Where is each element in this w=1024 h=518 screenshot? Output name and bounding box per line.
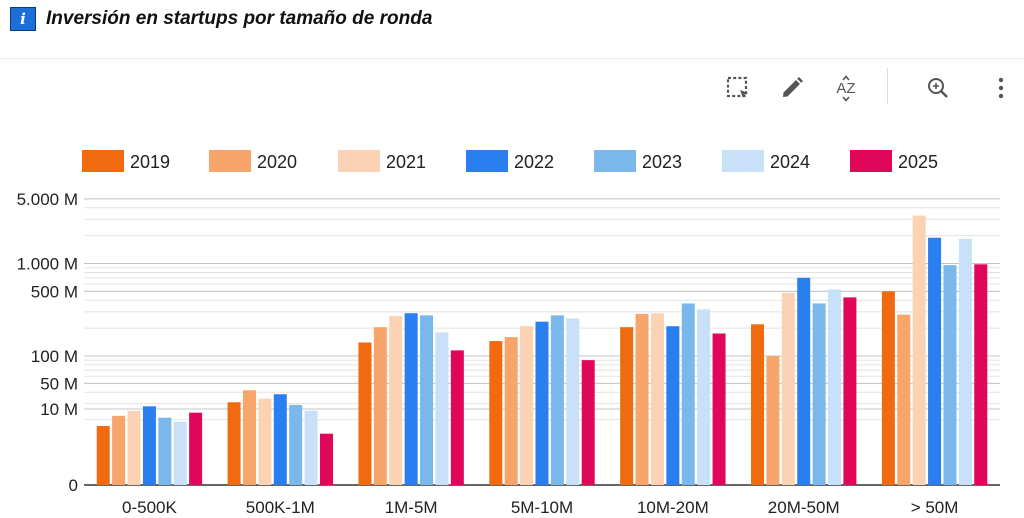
bar-2025-500K-1M bbox=[319, 433, 333, 485]
toolbar-separator bbox=[887, 68, 888, 104]
y-tick-label: 500 M bbox=[31, 282, 78, 301]
bar-2021-1M-5M bbox=[389, 316, 403, 485]
x-tick-label: 500K-1M bbox=[246, 498, 315, 517]
bar-2024-500K-1M bbox=[304, 410, 318, 485]
bar-2024-1M-5M bbox=[435, 332, 449, 485]
bar-2019-10M-20M bbox=[620, 327, 634, 485]
chart-toolbar: AZ bbox=[0, 68, 1024, 108]
x-tick-label: 20M-50M bbox=[768, 498, 840, 517]
y-tick-label: 10 M bbox=[40, 400, 78, 419]
bar-2021-500K-1M bbox=[258, 398, 272, 485]
x-tick-label: 0-500K bbox=[122, 498, 177, 517]
bar-2023-> 50M bbox=[943, 265, 957, 485]
bar-2022-5M-10M bbox=[535, 321, 549, 485]
bar-2024-0-500K bbox=[173, 421, 187, 485]
y-tick-label: 100 M bbox=[31, 347, 78, 366]
y-tick-label: 50 M bbox=[40, 374, 78, 393]
bar-2019-5M-10M bbox=[489, 341, 503, 485]
chart-header: i Inversión en startups por tamaño de ro… bbox=[10, 4, 432, 34]
bar-2025-1M-5M bbox=[450, 350, 464, 485]
y-tick-label: 5.000 M bbox=[17, 190, 78, 209]
header-divider bbox=[0, 58, 1024, 59]
bar-2024-> 50M bbox=[958, 238, 972, 485]
bar-2019-1M-5M bbox=[358, 342, 372, 485]
select-region-icon[interactable] bbox=[720, 70, 756, 106]
bar-2019-0-500K bbox=[96, 426, 110, 485]
bar-2020-0-500K bbox=[112, 415, 126, 485]
legend-label-2020: 2020 bbox=[257, 152, 297, 172]
bar-2021-> 50M bbox=[912, 215, 926, 485]
bar-2022-1M-5M bbox=[404, 313, 418, 485]
bar-2020-500K-1M bbox=[242, 390, 256, 485]
legend-swatch-2024 bbox=[722, 150, 764, 172]
bar-2024-5M-10M bbox=[566, 318, 580, 485]
info-icon-glyph: i bbox=[20, 10, 26, 28]
legend-label-2021: 2021 bbox=[386, 152, 426, 172]
bar-2019-500K-1M bbox=[227, 402, 241, 485]
bar-2025-20M-50M bbox=[843, 297, 857, 485]
pencil-icon[interactable] bbox=[774, 70, 810, 106]
more-vert-icon[interactable] bbox=[983, 70, 1019, 106]
bar-2021-0-500K bbox=[127, 410, 141, 485]
bar-2025-10M-20M bbox=[712, 333, 726, 485]
bar-2020-> 50M bbox=[897, 314, 911, 485]
bar-2019-> 50M bbox=[881, 291, 895, 485]
legend-swatch-2020 bbox=[209, 150, 251, 172]
x-tick-label: 10M-20M bbox=[637, 498, 709, 517]
bar-chart: 5.000 M 1.000 M 500 M 100 M 50 M 10 M 0 2019 202… bbox=[17, 150, 1000, 517]
x-tick-label: > 50M bbox=[911, 498, 959, 517]
bar-2019-20M-50M bbox=[751, 324, 765, 485]
info-icon[interactable]: i bbox=[10, 7, 36, 31]
bar-2023-20M-50M bbox=[812, 303, 826, 485]
sort-az-icon[interactable]: AZ bbox=[828, 70, 864, 106]
legend-swatch-2019 bbox=[82, 150, 124, 172]
chart-title: Inversión en startups por tamaño de rond… bbox=[46, 8, 433, 29]
bar-2020-5M-10M bbox=[504, 337, 518, 485]
x-tick-label: 1M-5M bbox=[385, 498, 438, 517]
bar-2023-1M-5M bbox=[420, 315, 434, 485]
bar-2021-10M-20M bbox=[650, 313, 664, 485]
legend-swatch-2023 bbox=[594, 150, 636, 172]
bar-2025-0-500K bbox=[189, 412, 203, 485]
bar-2025-5M-10M bbox=[581, 360, 595, 485]
bar-2022-> 50M bbox=[928, 237, 942, 485]
bar-2024-10M-20M bbox=[697, 309, 711, 485]
sort-az-label: AZ bbox=[836, 80, 855, 97]
y-tick-label: 0 bbox=[69, 476, 78, 495]
bar-2023-5M-10M bbox=[550, 315, 564, 485]
legend-label-2022: 2022 bbox=[514, 152, 554, 172]
bar-2020-10M-20M bbox=[635, 313, 649, 485]
legend-label-2024: 2024 bbox=[770, 152, 810, 172]
bar-2022-500K-1M bbox=[273, 394, 287, 485]
legend-swatch-2025 bbox=[850, 150, 892, 172]
bar-2022-0-500K bbox=[142, 406, 156, 485]
bar-2020-1M-5M bbox=[373, 327, 387, 485]
legend-label-2023: 2023 bbox=[642, 152, 682, 172]
bar-2020-20M-50M bbox=[766, 356, 780, 485]
y-tick-label: 1.000 M bbox=[17, 255, 78, 274]
bar-2025-> 50M bbox=[974, 264, 988, 485]
bar-2022-10M-20M bbox=[666, 326, 680, 485]
legend-label-2025: 2025 bbox=[898, 152, 938, 172]
bar-2021-20M-50M bbox=[781, 292, 795, 485]
legend-swatch-2022 bbox=[466, 150, 508, 172]
bar-2021-5M-10M bbox=[520, 326, 534, 485]
bar-2022-20M-50M bbox=[797, 277, 811, 485]
bar-2024-20M-50M bbox=[828, 289, 842, 485]
legend-label-2019: 2019 bbox=[130, 152, 170, 172]
bar-2023-0-500K bbox=[158, 417, 172, 485]
bar-2023-500K-1M bbox=[289, 404, 303, 485]
zoom-icon[interactable] bbox=[920, 70, 956, 106]
legend-swatch-2021 bbox=[338, 150, 380, 172]
bar-2023-10M-20M bbox=[681, 303, 695, 485]
x-tick-label: 5M-10M bbox=[511, 498, 573, 517]
